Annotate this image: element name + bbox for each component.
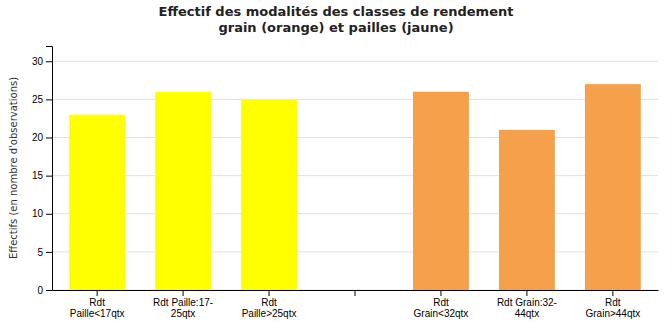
y-tick: 10 <box>32 208 52 219</box>
x-tick-mark <box>97 290 98 296</box>
bar <box>585 84 641 290</box>
x-tick-label-line: Rdt <box>605 297 621 308</box>
plot-area: 051015202530RdtPaille<17qtxRdt Paille:17… <box>32 47 659 320</box>
x-tick-label: Rdt Paille:17-25qtx <box>153 297 213 319</box>
grid-line <box>52 137 658 138</box>
x-tick-mark <box>355 290 356 296</box>
x-tick <box>355 290 356 296</box>
grid <box>52 61 658 290</box>
x-tick-mark <box>440 290 441 296</box>
bar <box>155 92 211 290</box>
y-tick: 25 <box>32 94 52 105</box>
bars <box>69 84 641 290</box>
x-tick-mark <box>183 290 184 296</box>
y-axis-title: Effectifs (en nombre d'observations) <box>8 77 19 259</box>
bar <box>241 99 297 290</box>
x-tick-mark <box>526 290 527 296</box>
bar <box>499 130 555 290</box>
x-tick-mark <box>269 290 270 296</box>
title-line: grain (orange) et pailles (jaune) <box>218 20 453 35</box>
title-line: Effectif des modalités des classes de re… <box>159 4 514 19</box>
x-tick: Rdt Paille:17-25qtx <box>153 290 213 319</box>
y-tick-mark <box>46 214 52 215</box>
x-tick: RdtPaille<17qtx <box>70 290 125 319</box>
x-tick-label-line: Grain<32qtx <box>414 308 469 319</box>
y-tick-mark <box>46 252 52 253</box>
bar <box>69 115 125 290</box>
chart: 051015202530RdtPaille<17qtxRdt Paille:17… <box>0 0 672 324</box>
y-axis-line <box>46 47 53 291</box>
x-tick: Rdt Grain:32-44qtx <box>497 290 557 319</box>
grid-line <box>52 251 658 252</box>
x-tick-label: RdtGrain>44qtx <box>585 297 640 319</box>
x-tick-label-line: Rdt Grain:32- <box>497 297 557 308</box>
x-tick-label-line: Grain>44qtx <box>585 308 640 319</box>
y-tick-label: 30 <box>32 56 44 67</box>
y-tick-mark <box>46 61 52 62</box>
x-tick-label-line: Paille>25qtx <box>242 308 297 319</box>
y-tick-mark <box>46 176 52 177</box>
y-tick-label: 5 <box>37 247 43 258</box>
y-tick-mark <box>46 290 52 291</box>
y-tick: 20 <box>32 132 52 143</box>
x-tick: RdtPaille>25qtx <box>242 290 297 319</box>
x-tick-label-line: Rdt Paille:17- <box>153 297 213 308</box>
x-tick: RdtGrain>44qtx <box>585 290 640 319</box>
title: Effectif des modalités des classes de re… <box>159 4 514 35</box>
y-tick-label: 20 <box>32 132 44 143</box>
grid-line <box>52 61 658 62</box>
y-tick-label: 10 <box>32 208 44 219</box>
y-tick-mark <box>46 99 52 100</box>
y-tick-label: 0 <box>37 285 43 296</box>
x-tick-label-line: Rdt <box>261 297 277 308</box>
x-tick-label: Rdt Grain:32-44qtx <box>497 297 557 319</box>
x-tick: RdtGrain<32qtx <box>414 290 469 319</box>
y-tick: 0 <box>37 285 52 296</box>
y-tick-label: 25 <box>32 94 44 105</box>
x-tick-label-line: Rdt <box>433 297 449 308</box>
y-tick: 15 <box>32 170 52 181</box>
y-tick-label: 15 <box>32 170 44 181</box>
y-tick: 5 <box>37 247 52 258</box>
x-tick-label-line: 25qtx <box>171 308 195 319</box>
x-tick-mark <box>612 290 613 296</box>
x-tick-label-line: Rdt <box>89 297 105 308</box>
grid-line <box>52 213 658 214</box>
x-tick-label-line: 44qtx <box>515 308 539 319</box>
bar <box>327 290 383 291</box>
x-tick-label-line: Paille<17qtx <box>70 308 125 319</box>
x-tick-label: RdtPaille>25qtx <box>242 297 297 319</box>
x-tick-label: RdtPaille<17qtx <box>70 297 125 319</box>
y-tick: 30 <box>32 56 52 67</box>
bar <box>413 92 469 290</box>
y-axis: 0 5 10 15 20 25 30 <box>32 47 53 296</box>
grid-line <box>52 175 658 176</box>
x-axis: RdtPaille<17qtxRdt Paille:17-25qtxRdtPai… <box>53 290 659 319</box>
y-tick-mark <box>46 138 52 139</box>
x-tick-label: RdtGrain<32qtx <box>414 297 469 319</box>
grid-line <box>52 99 658 100</box>
